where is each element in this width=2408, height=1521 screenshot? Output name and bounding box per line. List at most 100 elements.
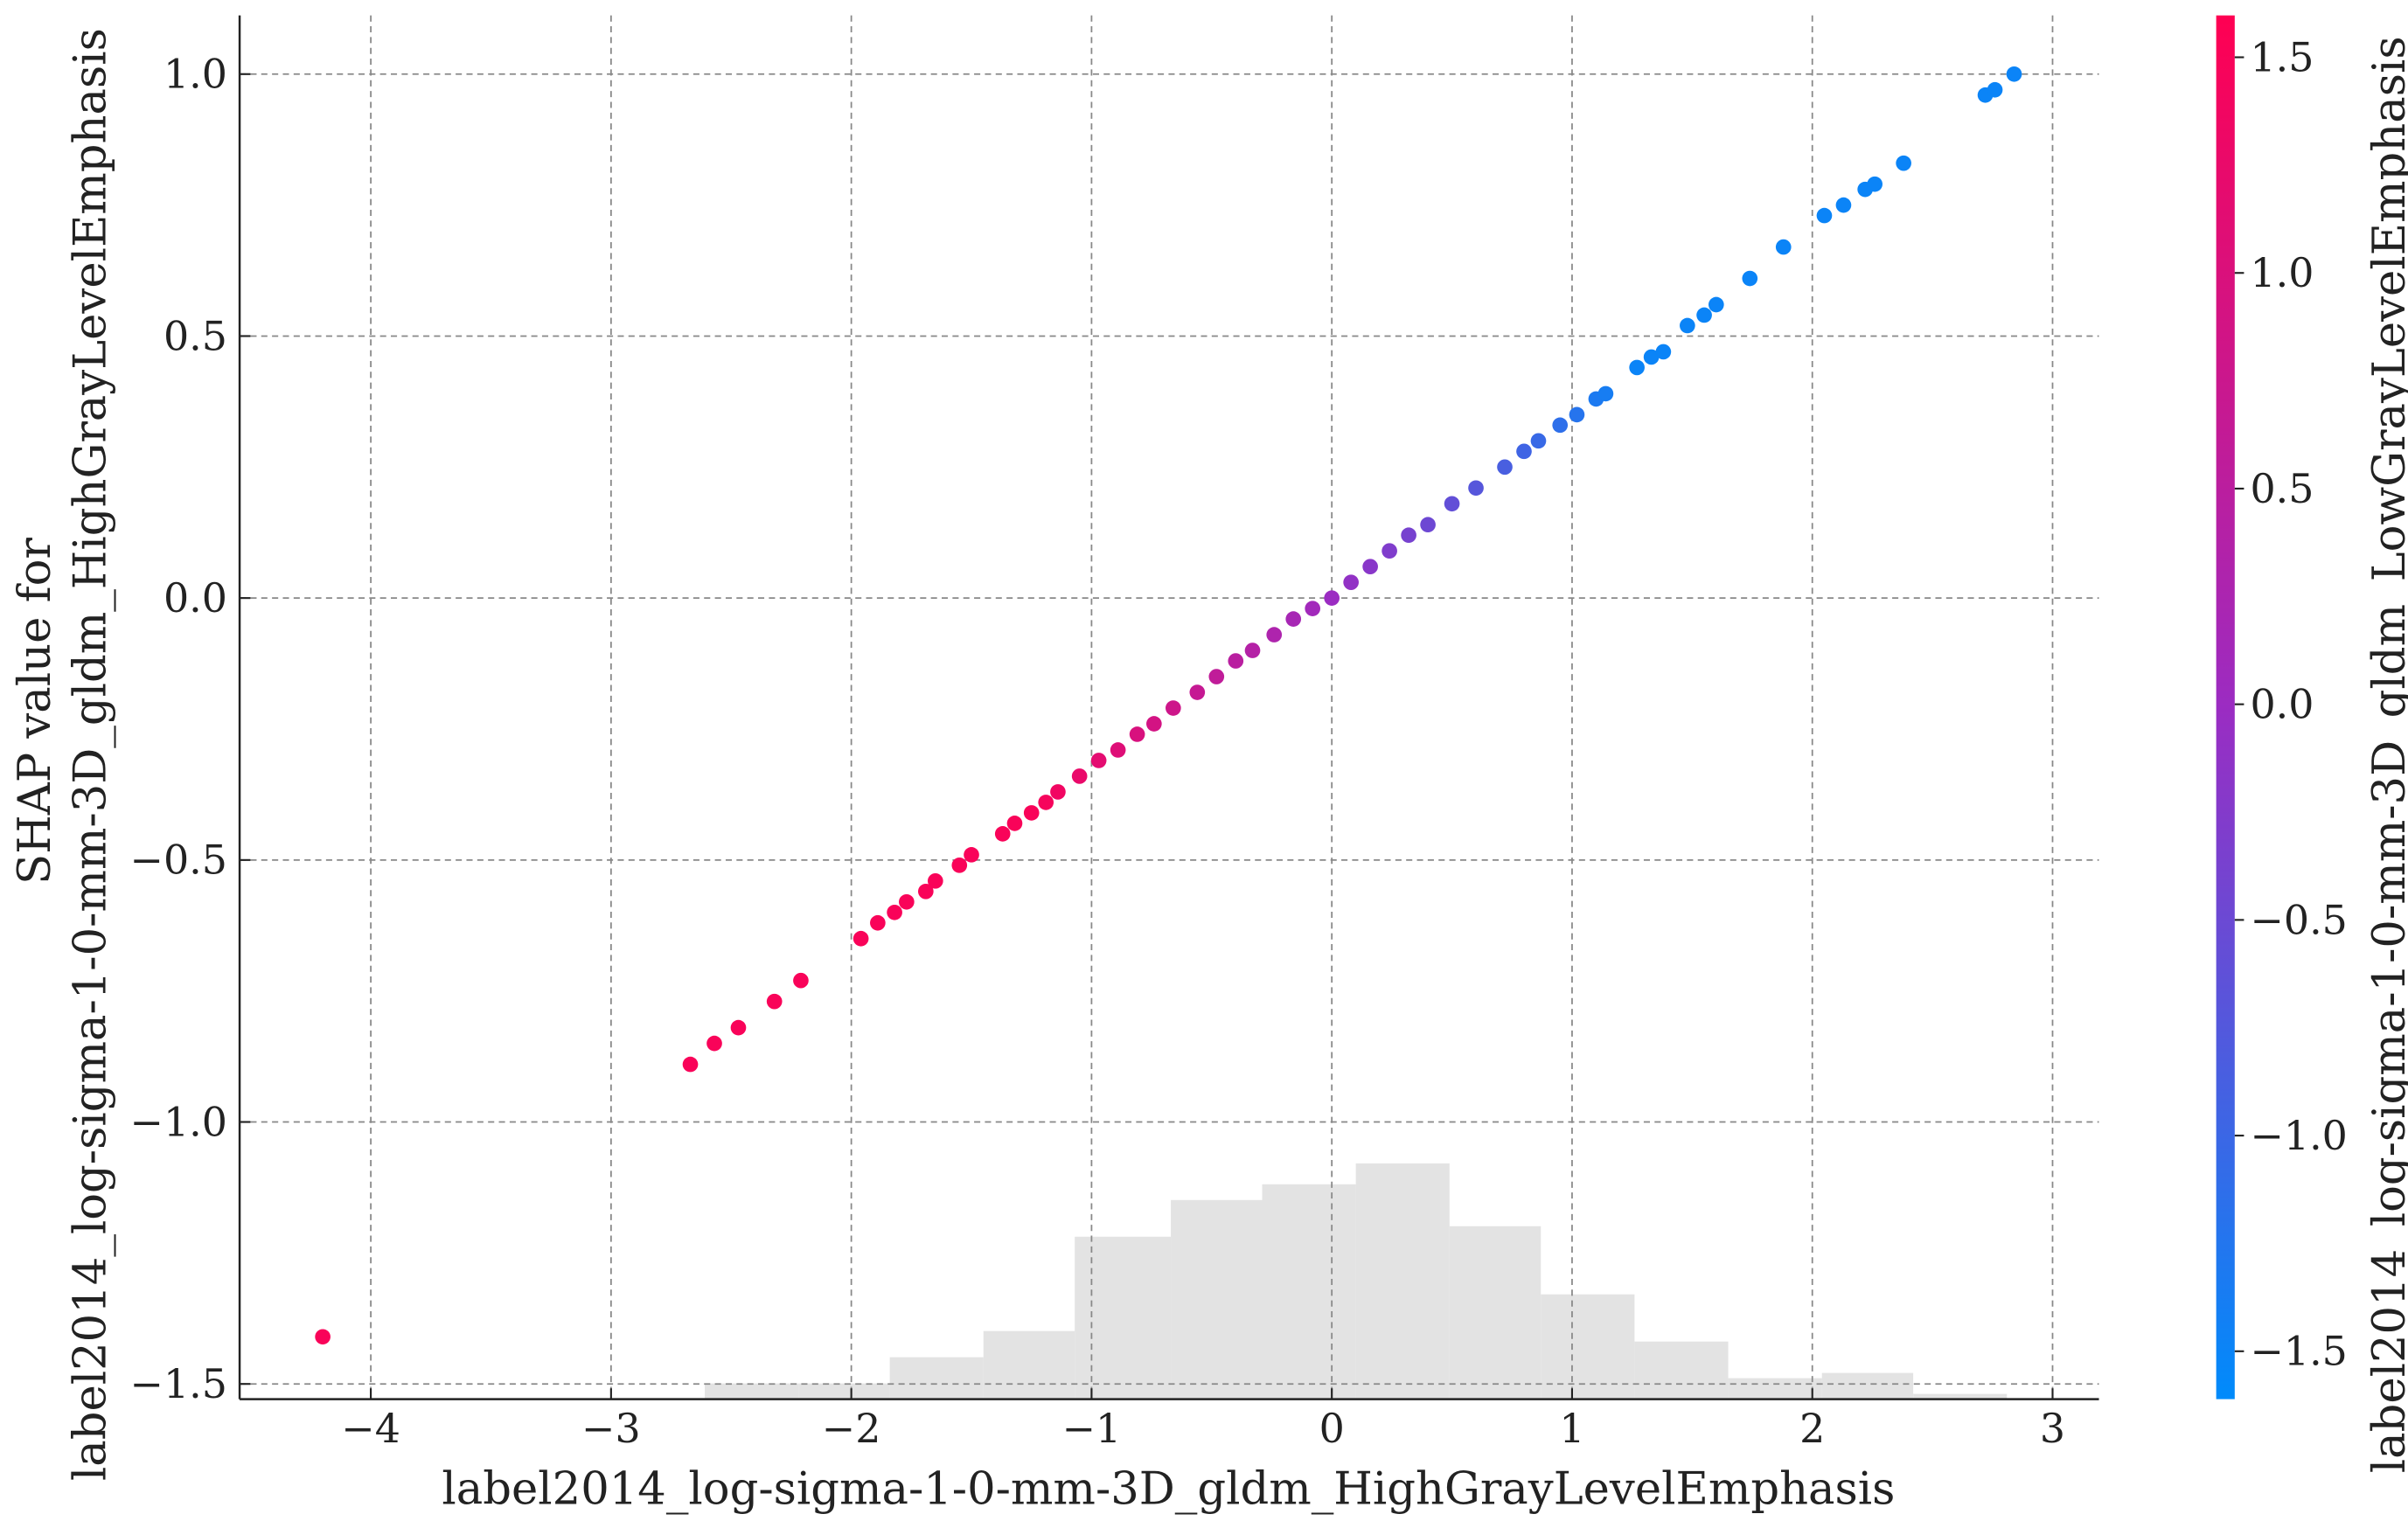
point bbox=[1305, 601, 1321, 616]
point bbox=[1597, 385, 1614, 402]
histogram-bar bbox=[705, 1383, 799, 1399]
point bbox=[1468, 480, 1484, 497]
colorbar-tick-label: 0.0 bbox=[2250, 681, 2314, 728]
histogram-bar bbox=[1075, 1236, 1172, 1399]
point bbox=[870, 914, 886, 931]
x-tick-label: −1 bbox=[1062, 1405, 1122, 1452]
histogram-bar bbox=[1355, 1163, 1450, 1399]
point bbox=[315, 1329, 331, 1345]
point bbox=[1516, 443, 1532, 460]
point bbox=[1362, 559, 1378, 575]
point bbox=[1655, 344, 1672, 360]
point bbox=[964, 847, 979, 863]
point bbox=[1401, 527, 1416, 544]
point bbox=[1189, 684, 1206, 700]
point bbox=[1629, 359, 1645, 376]
y-tick-label: 0.0 bbox=[164, 574, 227, 622]
point bbox=[1569, 406, 1585, 423]
point bbox=[1208, 669, 1225, 684]
point bbox=[793, 972, 809, 989]
point bbox=[899, 893, 915, 910]
point bbox=[1266, 627, 1283, 642]
histogram-bar bbox=[1728, 1378, 1822, 1399]
point bbox=[1708, 296, 1724, 313]
x-tick-label: −3 bbox=[581, 1405, 641, 1452]
point bbox=[1071, 768, 1088, 784]
histogram-bar bbox=[1634, 1341, 1729, 1399]
point bbox=[1285, 611, 1302, 627]
y-tick-label: 1.0 bbox=[164, 51, 227, 98]
y-axis-label: label2014_log-sigma-1-0-mm-3D_gldm_HighG… bbox=[66, 28, 117, 1481]
colorbar-tick-label: −1.5 bbox=[2250, 1328, 2347, 1375]
colorbar-tick-label: −0.5 bbox=[2250, 896, 2347, 943]
points bbox=[315, 66, 2022, 1345]
y-tick-label: 0.5 bbox=[164, 312, 227, 359]
point bbox=[1228, 653, 1244, 669]
y-tick-label: −1.0 bbox=[130, 1098, 227, 1145]
x-tick-label: 3 bbox=[2040, 1405, 2065, 1452]
point bbox=[853, 930, 869, 947]
point bbox=[1050, 784, 1066, 800]
point bbox=[1110, 742, 1126, 758]
point bbox=[1023, 805, 1040, 821]
point bbox=[1816, 207, 1833, 224]
point bbox=[766, 993, 783, 1010]
histogram-bar bbox=[1541, 1294, 1635, 1399]
point bbox=[1324, 590, 1340, 606]
point bbox=[1497, 459, 1513, 476]
histogram-bar bbox=[983, 1330, 1075, 1399]
point bbox=[1987, 81, 2003, 98]
x-tick-label: −2 bbox=[822, 1405, 881, 1452]
point bbox=[887, 904, 902, 920]
histogram-bar bbox=[1171, 1199, 1263, 1399]
point bbox=[917, 883, 934, 899]
point bbox=[706, 1035, 722, 1052]
point bbox=[730, 1019, 747, 1036]
point bbox=[1896, 155, 1911, 171]
y-axis-label: SHAP value for bbox=[10, 538, 61, 885]
point bbox=[1244, 642, 1261, 658]
x-axis-label: label2014_log-sigma-1-0-mm-3D_gldm_HighG… bbox=[442, 1464, 1895, 1516]
point bbox=[994, 826, 1011, 842]
point bbox=[1444, 496, 1460, 512]
histogram-bar bbox=[1821, 1372, 1914, 1399]
point bbox=[951, 858, 968, 873]
point bbox=[1090, 753, 1107, 768]
point bbox=[1129, 726, 1145, 742]
histogram bbox=[705, 1163, 2008, 1399]
point bbox=[2006, 66, 2022, 82]
point bbox=[1343, 574, 1359, 590]
point bbox=[1146, 716, 1162, 732]
point bbox=[682, 1056, 699, 1073]
point bbox=[1835, 197, 1852, 213]
point bbox=[1680, 317, 1695, 334]
axes: −4 −3 −2 −1 0 1 2 3 −1.5 −1.0 −0.5 0.0 0.5 1.0 −1.5 −1.… bbox=[130, 15, 2348, 1452]
x-tick-label: 2 bbox=[1799, 1405, 1825, 1452]
point bbox=[1006, 816, 1023, 831]
point bbox=[1643, 349, 1660, 365]
colorbar-tick-label: 1.5 bbox=[2250, 33, 2314, 80]
point bbox=[1867, 176, 1883, 192]
point bbox=[927, 872, 943, 889]
point bbox=[1775, 239, 1792, 255]
point bbox=[1530, 433, 1547, 449]
point bbox=[1166, 700, 1181, 716]
point bbox=[1038, 795, 1054, 810]
histogram-bar bbox=[798, 1383, 890, 1399]
point bbox=[1381, 543, 1397, 559]
point bbox=[1742, 270, 1758, 287]
histogram-bar bbox=[1449, 1226, 1542, 1399]
point bbox=[1552, 417, 1569, 434]
colorbar bbox=[2216, 15, 2235, 1399]
colorbar-tick-label: 1.0 bbox=[2250, 249, 2314, 296]
histogram-bar bbox=[1913, 1393, 2008, 1399]
histogram-bar bbox=[889, 1357, 984, 1399]
point bbox=[1420, 517, 1436, 533]
colorbar-label: label2014_log-sigma-1-0-mm-3D_gldm_LowGr… bbox=[2364, 36, 2408, 1473]
y-tick-label: −1.5 bbox=[130, 1360, 227, 1407]
colorbar-tick-label: −1.0 bbox=[2250, 1112, 2347, 1159]
x-tick-label: −4 bbox=[341, 1405, 400, 1452]
y-tick-label: −0.5 bbox=[130, 837, 227, 884]
colorbar-tick-label: 0.5 bbox=[2250, 465, 2314, 512]
